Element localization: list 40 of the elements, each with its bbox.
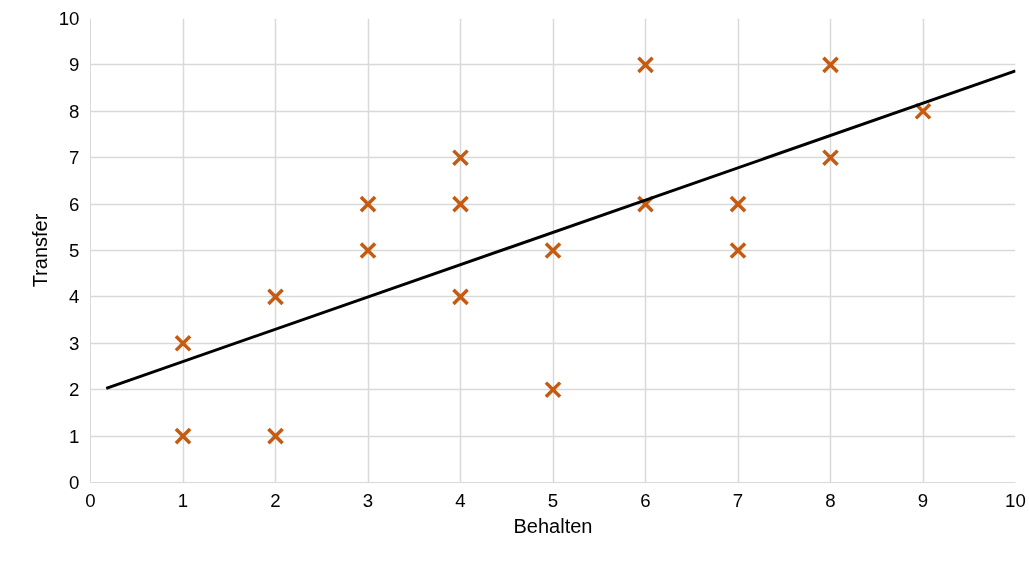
y-tick-label: 0	[69, 472, 80, 493]
point	[821, 56, 840, 74]
y-axis-title: Transfer	[28, 213, 51, 288]
x-tick-label: 1	[177, 489, 189, 511]
point	[544, 380, 562, 399]
x-tick-label: 7	[732, 489, 744, 511]
y-tick-label: 4	[69, 286, 80, 308]
y-tick-label: 7	[69, 147, 80, 169]
point	[359, 241, 377, 260]
x-tick-label: 8	[825, 489, 836, 511]
point	[451, 195, 470, 213]
point	[174, 334, 192, 353]
point	[266, 288, 285, 306]
x-tick-label: 4	[455, 489, 466, 511]
point	[451, 148, 470, 167]
y-tick-label: 8	[69, 100, 80, 122]
y-tick-label: 2	[69, 379, 80, 401]
x-tick-label: 6	[640, 489, 651, 511]
x-tick-label: 5	[547, 489, 559, 511]
x-axis-title: Behalten	[513, 514, 593, 537]
point	[636, 56, 655, 74]
x-tick-label: 9	[917, 489, 929, 511]
y-tick-label: 10	[58, 8, 80, 29]
y-tick-label: 1	[69, 425, 80, 447]
x-tick-label: 2	[270, 489, 281, 511]
y-tick-label: 9	[69, 54, 80, 76]
point	[359, 195, 377, 213]
point	[266, 427, 285, 445]
x-tick-label: 0	[85, 489, 96, 511]
point	[729, 241, 747, 260]
point	[174, 427, 192, 445]
point	[821, 148, 840, 167]
y-tick-label: 3	[69, 332, 80, 354]
x-tick-label: 10	[1005, 489, 1026, 511]
x-tick-label: 3	[362, 489, 374, 511]
point	[729, 195, 747, 213]
y-tick-label: 5	[69, 240, 80, 261]
point	[544, 241, 562, 260]
y-tick-label: 6	[69, 193, 80, 215]
point	[451, 288, 470, 306]
